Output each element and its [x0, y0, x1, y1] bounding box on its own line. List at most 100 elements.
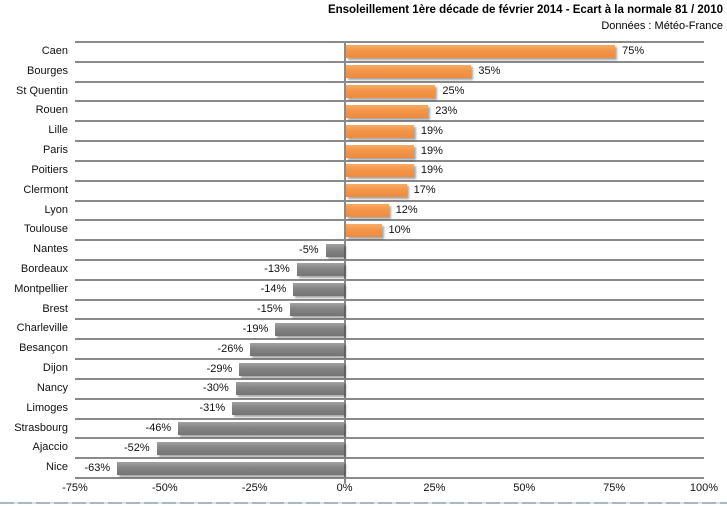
category-label: Strasbourg: [14, 421, 68, 434]
chart-subtitle: Données : Météo-France: [601, 20, 723, 32]
x-axis-tick-labels: -75% -50% -25% 0% 25% 50% 75% 100%: [62, 482, 718, 498]
category-label: Besançon: [19, 342, 68, 355]
worksheet-edge-strip: [0, 502, 727, 504]
bar: [239, 362, 344, 376]
bar: [345, 184, 407, 198]
gridline: [75, 298, 704, 301]
gridline: [75, 259, 704, 261]
gridline: [75, 437, 704, 440]
x-tick-label: 0%: [336, 482, 353, 494]
category-label: Lyon: [44, 203, 68, 216]
y-axis-category-labels: Caen Bourges St Quentin Rouen Lille Paris Poit…: [0, 42, 68, 478]
gridline: [75, 397, 704, 400]
bar: [117, 461, 344, 475]
value-label: -13%: [264, 263, 290, 276]
value-label: -26%: [217, 342, 244, 355]
gridline: [75, 377, 704, 380]
chart-title: Ensoleillement 1ère décade de février 20…: [327, 4, 723, 16]
value-label: 75%: [622, 45, 645, 58]
category-label: Nice: [45, 461, 68, 474]
category-label: Toulouse: [23, 223, 68, 236]
category-label: Bordeaux: [20, 263, 68, 275]
value-label: 23%: [435, 104, 458, 117]
gridline: [75, 338, 704, 341]
gridline: [75, 41, 704, 43]
value-label: 19%: [420, 124, 443, 137]
gridline: [75, 199, 704, 202]
gridline: [75, 358, 704, 361]
bar: [250, 342, 344, 356]
bar: [156, 441, 344, 455]
bar: [178, 421, 344, 435]
bar: [325, 243, 344, 257]
category-label: Nancy: [36, 381, 68, 394]
value-label: -5%: [299, 243, 319, 256]
bar: [289, 303, 344, 317]
gridline: [75, 239, 704, 242]
value-label: 17%: [413, 184, 436, 197]
value-label: 25%: [442, 85, 465, 98]
gridline: [75, 179, 704, 182]
category-label: Ajaccio: [32, 441, 68, 454]
gridline: [75, 477, 704, 479]
value-label: -31%: [199, 402, 226, 415]
value-label: 35%: [478, 65, 501, 78]
value-label: 12%: [395, 203, 418, 216]
bar: [293, 283, 344, 297]
category-label: St Quentin: [16, 84, 68, 97]
gridline: [75, 278, 704, 281]
zero-axis-line: [343, 41, 346, 483]
gridline: [75, 457, 704, 460]
value-label: -46%: [145, 421, 172, 434]
category-label: Bourges: [27, 64, 68, 77]
category-label: Clermont: [23, 183, 68, 196]
value-label: -52%: [123, 441, 150, 454]
category-label: Rouen: [35, 104, 68, 117]
category-label: Caen: [41, 45, 68, 57]
bar: [345, 45, 616, 59]
gridline: [75, 140, 704, 143]
value-label: -14%: [260, 283, 287, 296]
category-label: Poitiers: [31, 163, 68, 176]
bar: [345, 124, 414, 138]
value-label: -15%: [256, 303, 283, 316]
bar: [345, 223, 382, 237]
gridline: [75, 100, 704, 103]
category-label: Lille: [48, 124, 68, 137]
category-label: Limoges: [26, 401, 68, 414]
value-label: -63%: [84, 461, 111, 474]
gridline: [75, 219, 704, 222]
plot-area: 75% 35% 25% 23% 19% 19% 19% 17% 12% 10% -5% -13% -14…: [75, 41, 704, 483]
bar: [345, 65, 472, 79]
bar: [345, 104, 429, 118]
bar: [345, 85, 436, 99]
bar: [296, 263, 344, 277]
x-tick-label: 25%: [423, 482, 446, 494]
gridline: [75, 60, 704, 63]
category-label: Nantes: [33, 243, 68, 256]
value-label: 19%: [420, 144, 443, 157]
category-label: Paris: [42, 144, 68, 157]
category-label: Charleville: [16, 322, 68, 335]
x-tick-label: 75%: [603, 482, 626, 494]
gridline: [75, 159, 704, 162]
bar: [275, 322, 344, 336]
value-label: 19%: [420, 164, 443, 177]
bar: [345, 144, 414, 158]
bar: [235, 382, 344, 396]
bar: [345, 203, 389, 217]
value-label: -29%: [206, 362, 233, 375]
bar: [345, 164, 414, 178]
gridline: [75, 417, 704, 420]
value-label: 10%: [388, 223, 411, 236]
x-tick-label: -50%: [152, 482, 178, 494]
category-label: Brest: [42, 302, 68, 315]
x-tick-label: -25%: [241, 482, 268, 494]
x-tick-label: 100%: [689, 482, 719, 494]
value-label: -30%: [203, 382, 229, 395]
value-label: -19%: [242, 322, 269, 335]
gridline: [75, 80, 704, 83]
gridline: [75, 318, 704, 321]
category-label: Montpellier: [14, 282, 68, 295]
